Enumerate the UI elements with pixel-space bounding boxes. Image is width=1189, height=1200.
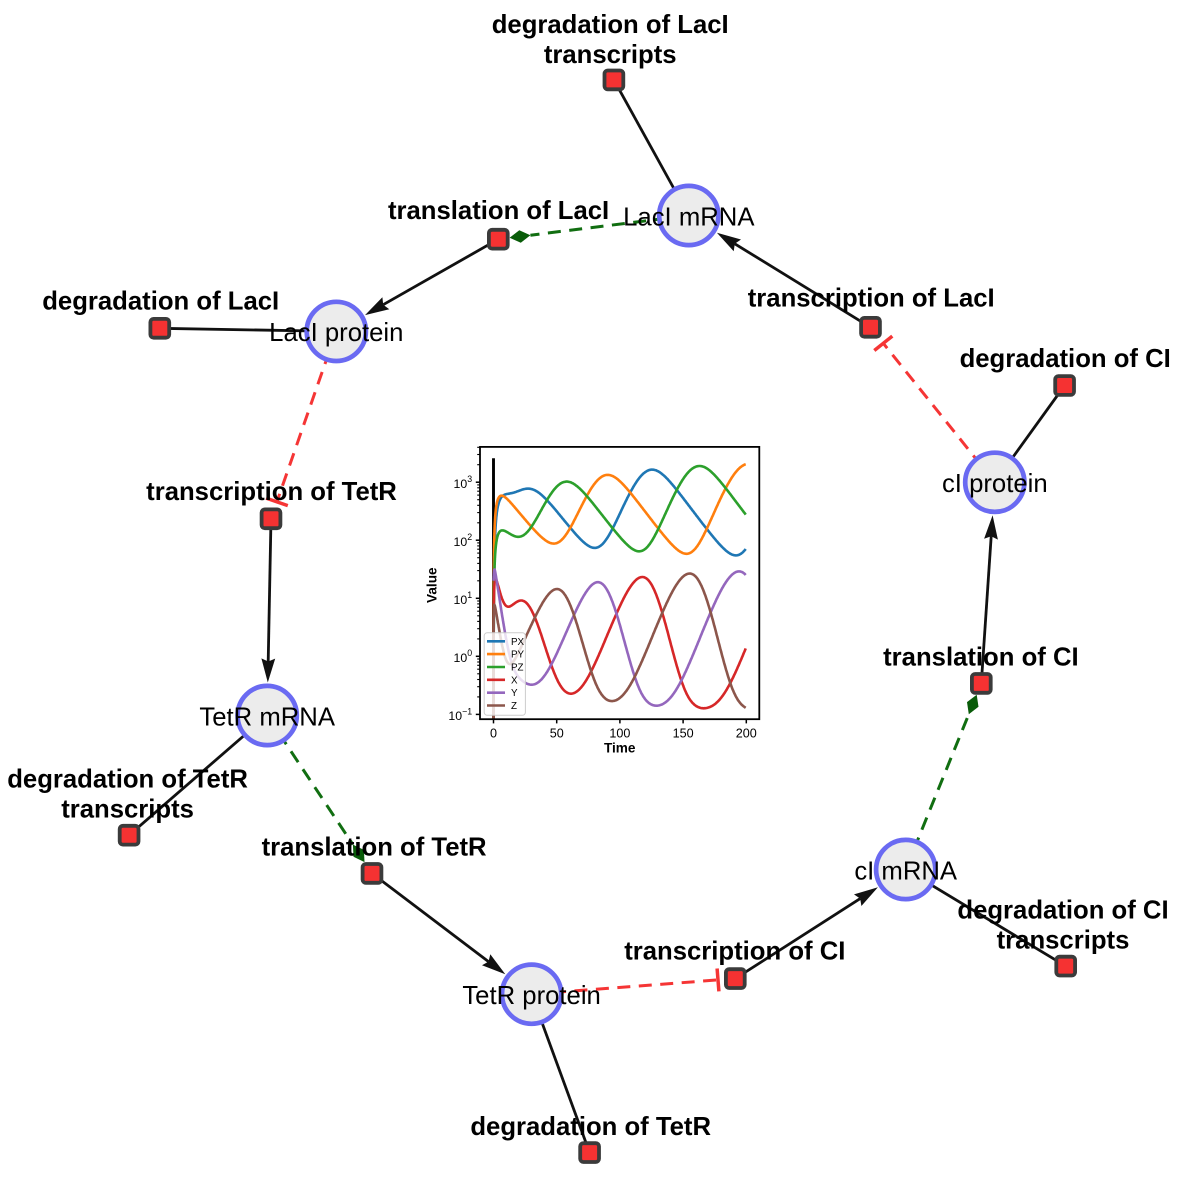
- svg-text:PX: PX: [511, 637, 525, 648]
- svg-text:100: 100: [609, 726, 630, 740]
- svg-text:degradation of CI: degradation of CI: [960, 345, 1171, 373]
- svg-text:X: X: [511, 675, 518, 686]
- svg-text:transcripts: transcripts: [544, 41, 677, 69]
- svg-text:PY: PY: [511, 650, 525, 661]
- svg-text:translation of TetR: translation of TetR: [262, 833, 487, 861]
- svg-text:transcription of CI: transcription of CI: [624, 937, 845, 965]
- svg-text:translation of LacI: translation of LacI: [388, 197, 609, 225]
- svg-text:degradation of LacI: degradation of LacI: [492, 11, 729, 39]
- svg-text:cI protein: cI protein: [942, 470, 1048, 498]
- svg-text:TetR mRNA: TetR mRNA: [199, 703, 335, 731]
- svg-text:Y: Y: [511, 688, 518, 699]
- svg-text:transcription of TetR: transcription of TetR: [146, 478, 397, 506]
- svg-text:degradation of LacI: degradation of LacI: [42, 288, 279, 316]
- svg-text:translation of CI: translation of CI: [883, 644, 1079, 672]
- svg-text:Value: Value: [425, 567, 440, 603]
- svg-text:degradation of CI: degradation of CI: [957, 896, 1168, 924]
- svg-text:150: 150: [673, 726, 694, 740]
- svg-text:degradation of TetR: degradation of TetR: [470, 1113, 711, 1141]
- svg-text:Time: Time: [604, 741, 636, 756]
- svg-text:degradation of TetR: degradation of TetR: [7, 766, 248, 794]
- svg-text:transcripts: transcripts: [61, 796, 194, 824]
- svg-text:cI mRNA: cI mRNA: [854, 857, 958, 885]
- svg-text:50: 50: [550, 726, 564, 740]
- svg-text:LacI protein: LacI protein: [269, 319, 403, 347]
- svg-text:LacI mRNA: LacI mRNA: [623, 203, 755, 231]
- svg-text:TetR protein: TetR protein: [462, 982, 601, 1010]
- svg-text:PZ: PZ: [511, 663, 524, 674]
- svg-text:transcripts: transcripts: [997, 926, 1130, 954]
- svg-text:200: 200: [736, 726, 757, 740]
- svg-text:transcription of LacI: transcription of LacI: [748, 284, 995, 312]
- svg-text:Z: Z: [511, 701, 517, 712]
- svg-text:0: 0: [490, 726, 497, 740]
